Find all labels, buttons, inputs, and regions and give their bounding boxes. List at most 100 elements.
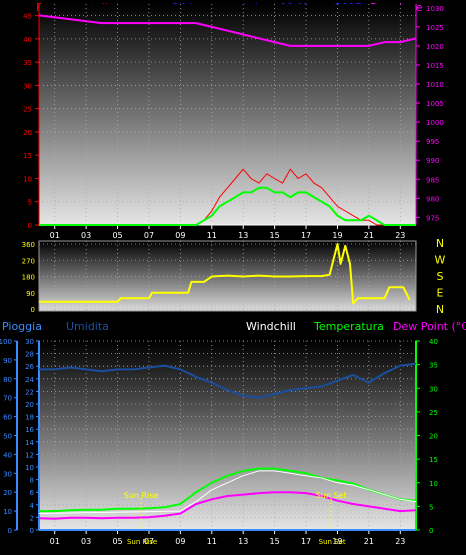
hour-tick-label: 09: [175, 537, 185, 546]
hour-tick-label: 15: [270, 231, 280, 240]
temperature-line: [39, 467, 417, 513]
wind-tick-label: 40: [23, 36, 32, 44]
top-hour-axis: 01 03 05 07 09 11 13 15 17 19 21 23: [39, 224, 416, 240]
hour-tick-label: 23: [395, 231, 405, 240]
hour-tick-label: 23: [395, 537, 405, 546]
direction-tick-label: 180: [22, 274, 35, 282]
hour-tick-label: 19: [332, 231, 342, 240]
legend-rain: Pioggia: [2, 320, 42, 333]
wind-tick-label: 30: [23, 82, 32, 90]
wind-direction-axis: 0 90 180 270 360: [22, 241, 35, 314]
rain-tick-label: 26: [25, 363, 34, 371]
pressure-tick-label: 975: [426, 214, 439, 222]
hour-tick-label: 05: [112, 537, 122, 546]
compass-label: E: [437, 287, 444, 300]
hour-tick-label: 01: [50, 231, 60, 240]
rain-tick-label: 0: [30, 527, 34, 535]
temperature-tick-label: 20: [429, 433, 438, 441]
temperature-tick-label: 30: [429, 385, 438, 393]
compass-label: N: [436, 303, 444, 316]
direction-tick-label: 270: [22, 257, 35, 265]
humidity-tick-label: 0: [8, 527, 12, 535]
sun-time-bottom-label: Sun Rise: [127, 538, 157, 546]
compass-label: S: [437, 270, 444, 283]
pressure-line: [38, 14, 417, 47]
temperature-series: Sun Rise Sun Set: [38, 362, 417, 531]
hour-tick-label: 11: [207, 537, 217, 546]
pressure-tick-label: 1025: [426, 24, 444, 32]
direction-tick-label: 0: [31, 306, 35, 314]
hour-tick-label: 15: [270, 537, 280, 546]
legend-humidity: Umidita: [66, 320, 109, 333]
pressure-axis: 975 980 985 990 995 1000 1005 1010 1015 1020 1025 1…: [415, 4, 444, 225]
pressure-tick-label: 1010: [426, 81, 444, 89]
humidity-tick-label: 20: [3, 489, 12, 497]
dewpoint-line: [38, 491, 417, 520]
wind-tick-label: 5: [28, 199, 32, 207]
hour-tick-label: 07: [144, 537, 154, 546]
humidity-tick-label: 80: [3, 376, 12, 384]
wind-gust-line: [39, 168, 416, 226]
hour-tick-label: 05: [112, 231, 122, 240]
rain-tick-label: 14: [25, 439, 34, 447]
sun-marker-label: Sun Rise: [124, 491, 159, 500]
hour-tick-label: 13: [238, 537, 248, 546]
compass-label: N: [436, 237, 444, 250]
pressure-tick-label: 1020: [426, 43, 444, 51]
temperature-tick-label: 15: [429, 456, 438, 464]
direction-tick-label: 360: [22, 241, 35, 249]
rain-tick-label: 12: [25, 451, 34, 459]
rain-tick-label: 18: [25, 414, 34, 422]
hour-tick-label: 13: [238, 231, 248, 240]
pressure-tick-label: 985: [426, 176, 439, 184]
pressure-tick-label: 1000: [426, 119, 444, 127]
rain-tick-label: 20: [25, 401, 34, 409]
rain-tick-label: 30: [25, 338, 34, 346]
pressure-tick-label: 980: [426, 195, 439, 203]
hour-tick-label: 21: [364, 231, 374, 240]
pressure-tick-label: 1015: [426, 62, 444, 70]
sun-time-bottom-label: Sun Set: [319, 538, 346, 546]
hour-tick-label: 09: [175, 231, 185, 240]
bottom-hour-axis: 01 03 05 07 09 11 13 15 17 19 21 23 Sun Rise Sun Set: [39, 529, 416, 546]
legend-dewpoint: Dew Point (°C): [393, 320, 466, 333]
humidity-rain-axis: 0102030405060708090100024681012141618202…: [0, 338, 40, 535]
wind-tick-label: 15: [23, 152, 32, 160]
temperature-axis: 0 5 10 15 20 25 30 35 40: [415, 338, 438, 535]
hour-tick-label: 03: [81, 231, 91, 240]
wind-tick-label: 45: [23, 13, 32, 21]
wind-tick-label: 20: [23, 129, 32, 137]
temperature-tick-label: 5: [429, 503, 433, 511]
direction-tick-label: 90: [26, 290, 35, 298]
temperature-tick-label: 10: [429, 480, 438, 488]
hour-tick-label: 11: [207, 231, 217, 240]
rain-tick-label: 2: [30, 514, 34, 522]
temperature-tick-label: 40: [429, 338, 438, 346]
wind-direction-series: [39, 243, 411, 305]
wind-average-line: [39, 186, 416, 226]
wind-speed-axis: 0 5 10 15 20 25 30 35 40 45: [23, 4, 40, 230]
windchill-line: [38, 470, 417, 514]
hour-tick-label: 17: [301, 537, 311, 546]
hour-tick-label: 17: [301, 231, 311, 240]
rain-tick-label: 16: [25, 426, 34, 434]
legend-windchill: Windchill: [246, 320, 296, 333]
hour-tick-label: 07: [144, 231, 154, 240]
humidity-line: [39, 362, 417, 399]
humidity-tick-label: 70: [3, 395, 12, 403]
wind-tick-label: 10: [23, 175, 32, 183]
humidity-tick-label: 60: [3, 414, 12, 422]
humidity-tick-label: 50: [3, 433, 12, 441]
wind-direction-line: [39, 243, 411, 305]
humidity-tick-label: 90: [3, 357, 12, 365]
humidity-tick-label: 100: [0, 338, 12, 346]
hour-tick-label: 19: [332, 537, 342, 546]
pressure-tick-label: 1005: [426, 100, 444, 108]
wind-pressure-series: [38, 14, 417, 226]
humidity-tick-label: 30: [3, 470, 12, 478]
temperature-humidity-panel: 0102030405060708090100024681012141618202…: [0, 338, 438, 546]
